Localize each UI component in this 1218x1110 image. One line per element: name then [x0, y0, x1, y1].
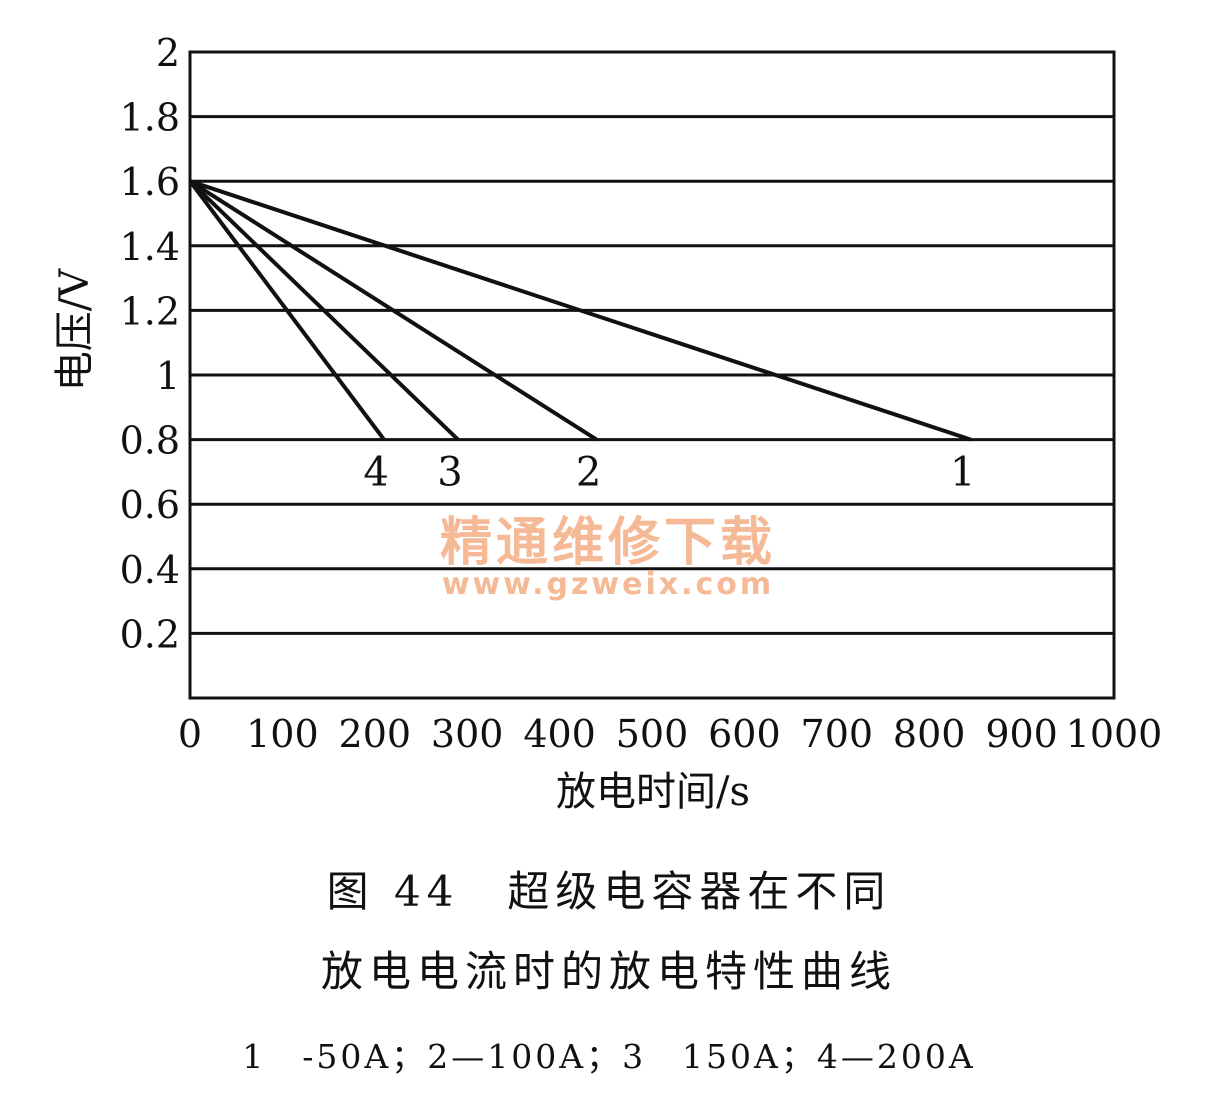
- series-line-1: [189, 179, 972, 442]
- series-labels: 1 2 3 4: [363, 450, 975, 496]
- series-line-4: [188, 179, 386, 441]
- x-tick-label: 100: [246, 712, 319, 756]
- x-tick-label: 800: [893, 712, 966, 756]
- x-tick-label: 200: [339, 712, 412, 756]
- x-tick-label: 1000: [1066, 712, 1163, 756]
- series-label-2: 2: [576, 450, 601, 496]
- plot-frame: [188, 50, 1116, 700]
- x-tick-label: 900: [985, 712, 1058, 756]
- y-tick-label: 0.6: [120, 483, 180, 527]
- series-group: [188, 179, 972, 442]
- y-axis-label: 电压/V: [52, 268, 98, 391]
- series-label-3: 3: [437, 450, 462, 496]
- x-tick-labels: 0 100 200 300 400 500 600 700 800 900 1000: [178, 712, 1162, 756]
- series-line-3: [188, 179, 460, 442]
- series-label-1: 1: [950, 450, 975, 496]
- watermark: 精通维修下载 www.gzweix.com: [440, 513, 776, 602]
- discharge-chart: 0.2 0.4 0.6 0.8 1 1.2 1.4 1.6 1.8 2 0 100 200 300 400…: [52, 31, 1162, 815]
- x-tick-label: 600: [708, 712, 781, 756]
- x-tick-label: 700: [801, 712, 874, 756]
- y-tick-label: 1.2: [120, 289, 180, 333]
- x-tick-label: 500: [616, 712, 689, 756]
- y-tick-labels: 0.2 0.4 0.6 0.8 1 1.2 1.4 1.6 1.8 2: [120, 31, 180, 656]
- x-axis-label: 放电时间/s: [556, 769, 750, 815]
- y-tick-label: 0.4: [120, 548, 180, 592]
- y-tick-label: 1: [156, 354, 180, 398]
- y-tick-label: 0.2: [120, 612, 180, 656]
- y-tick-label: 1.4: [120, 225, 180, 269]
- y-tick-label: 0.8: [120, 419, 180, 463]
- y-tick-label: 2: [156, 31, 180, 75]
- x-tick-label: 400: [523, 712, 596, 756]
- watermark-url: www.gzweix.com: [442, 567, 774, 602]
- y-tick-label: 1.8: [120, 96, 180, 140]
- figure-caption-legend: 1 -50A；2—100A；3 150A；4—200A: [242, 1037, 976, 1076]
- y-tick-label: 1.6: [120, 160, 180, 204]
- figure-caption-subtitle: 放电电流时的放电特性曲线: [320, 947, 897, 996]
- series-line-2: [188, 179, 598, 442]
- x-tick-label: 0: [178, 712, 202, 756]
- series-label-4: 4: [363, 450, 388, 496]
- watermark-title: 精通维修下载: [440, 513, 776, 573]
- figure-caption-title: 图 44 超级电容器在不同: [326, 867, 892, 916]
- x-tick-label: 300: [431, 712, 504, 756]
